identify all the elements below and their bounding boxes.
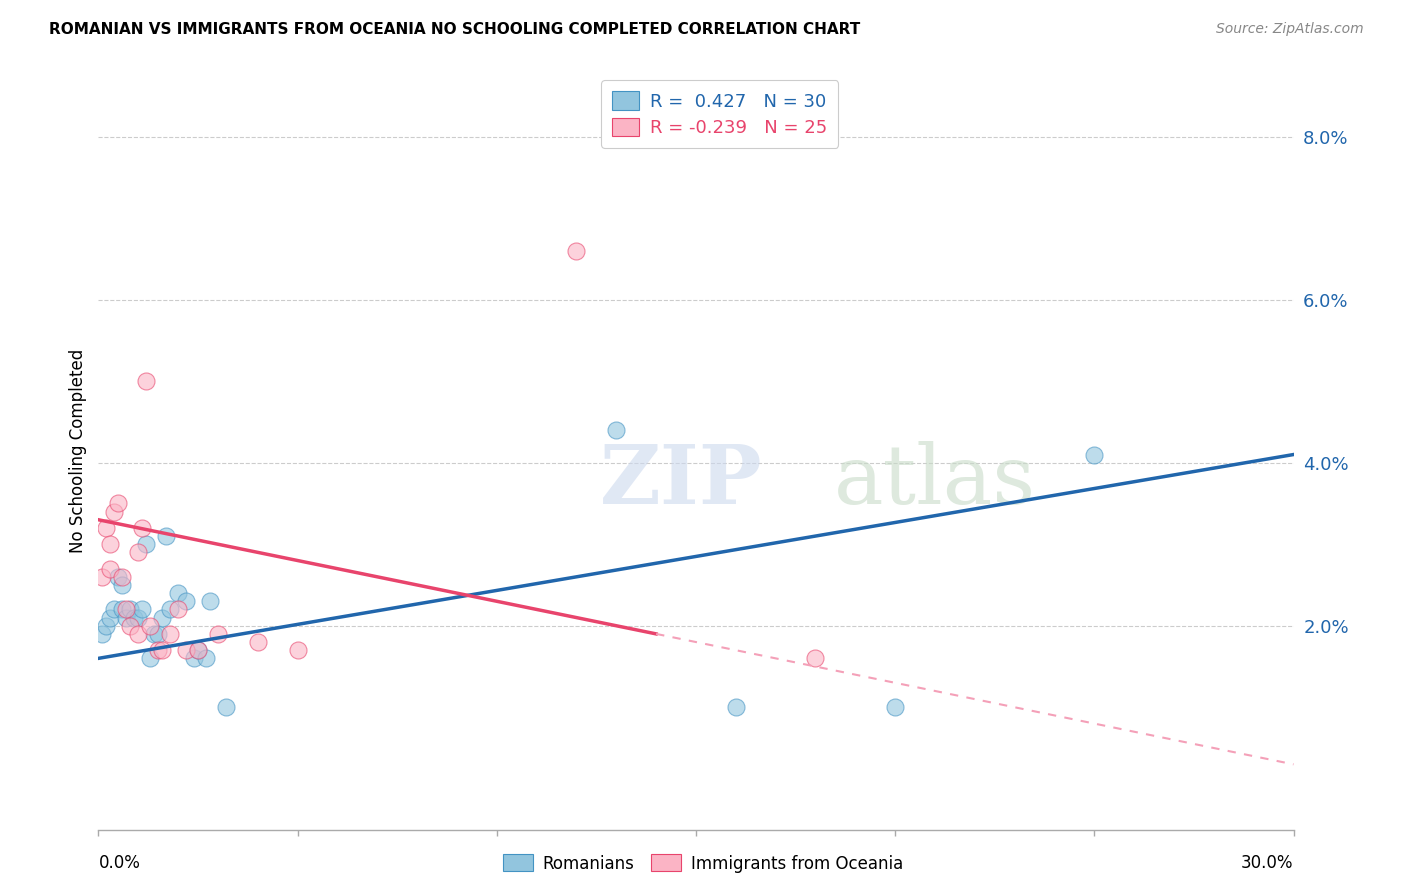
Legend: R =  0.427   N = 30, R = -0.239   N = 25: R = 0.427 N = 30, R = -0.239 N = 25 xyxy=(602,80,838,148)
Point xyxy=(155,529,177,543)
Point xyxy=(135,374,157,388)
Text: ROMANIAN VS IMMIGRANTS FROM OCEANIA NO SCHOOLING COMPLETED CORRELATION CHART: ROMANIAN VS IMMIGRANTS FROM OCEANIA NO S… xyxy=(49,22,860,37)
Point xyxy=(148,627,170,641)
Legend: Romanians, Immigrants from Oceania: Romanians, Immigrants from Oceania xyxy=(496,847,910,880)
Point xyxy=(174,594,197,608)
Point xyxy=(131,521,153,535)
Point xyxy=(159,627,181,641)
Text: Source: ZipAtlas.com: Source: ZipAtlas.com xyxy=(1216,22,1364,37)
Y-axis label: No Schooling Completed: No Schooling Completed xyxy=(69,349,87,552)
Point xyxy=(198,594,221,608)
Point xyxy=(96,619,118,633)
Point xyxy=(111,602,134,616)
Point xyxy=(98,562,122,576)
Point xyxy=(115,602,138,616)
Text: atlas: atlas xyxy=(834,441,1036,521)
Point xyxy=(91,570,114,584)
Point xyxy=(124,610,146,624)
Point xyxy=(139,619,162,633)
Point xyxy=(207,627,229,641)
Point xyxy=(159,602,181,616)
Point xyxy=(565,244,588,258)
Point xyxy=(111,570,134,584)
Point xyxy=(150,643,173,657)
Point xyxy=(287,643,309,657)
Point xyxy=(1083,448,1105,462)
Point xyxy=(111,578,134,592)
Point xyxy=(183,651,205,665)
Point xyxy=(127,610,149,624)
Point xyxy=(103,602,125,616)
Point xyxy=(96,521,118,535)
Point xyxy=(246,635,269,649)
Point xyxy=(107,496,129,510)
Point xyxy=(150,610,173,624)
Point xyxy=(804,651,827,665)
Point xyxy=(120,602,142,616)
Text: 0.0%: 0.0% xyxy=(98,854,141,872)
Point xyxy=(120,619,142,633)
Point xyxy=(127,545,149,559)
Point xyxy=(115,610,138,624)
Point xyxy=(91,627,114,641)
Point xyxy=(167,586,190,600)
Point xyxy=(605,423,627,437)
Point xyxy=(215,700,238,714)
Point xyxy=(98,610,122,624)
Point xyxy=(135,537,157,551)
Point xyxy=(127,627,149,641)
Point xyxy=(174,643,197,657)
Point xyxy=(167,602,190,616)
Point xyxy=(195,651,218,665)
Point xyxy=(107,570,129,584)
Point xyxy=(884,700,907,714)
Text: 30.0%: 30.0% xyxy=(1241,854,1294,872)
Point xyxy=(139,651,162,665)
Point xyxy=(724,700,747,714)
Point xyxy=(148,643,170,657)
Text: ZIP: ZIP xyxy=(600,441,763,521)
Point xyxy=(187,643,209,657)
Point xyxy=(98,537,122,551)
Point xyxy=(143,627,166,641)
Point xyxy=(187,643,209,657)
Point xyxy=(103,505,125,519)
Point xyxy=(131,602,153,616)
